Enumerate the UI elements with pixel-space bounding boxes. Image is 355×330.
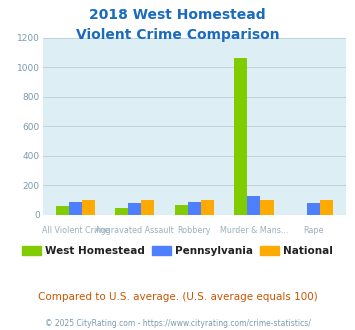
- Bar: [141, 200, 154, 215]
- Bar: [56, 206, 69, 214]
- Bar: [307, 203, 320, 214]
- Bar: [320, 200, 333, 215]
- Text: Rape: Rape: [303, 226, 324, 235]
- Bar: [188, 202, 201, 214]
- Text: 2018 West Homestead: 2018 West Homestead: [89, 8, 266, 22]
- Bar: [234, 58, 247, 214]
- Legend: West Homestead, Pennsylvania, National: West Homestead, Pennsylvania, National: [18, 242, 337, 260]
- Text: © 2025 CityRating.com - https://www.cityrating.com/crime-statistics/: © 2025 CityRating.com - https://www.city…: [45, 319, 310, 328]
- Bar: [247, 196, 261, 214]
- Bar: [69, 202, 82, 214]
- Bar: [175, 205, 188, 215]
- Bar: [201, 200, 214, 215]
- Text: Aggravated Assault: Aggravated Assault: [95, 226, 174, 235]
- Text: Robbery: Robbery: [178, 226, 211, 235]
- Bar: [115, 208, 128, 214]
- Text: Violent Crime Comparison: Violent Crime Comparison: [76, 28, 279, 42]
- Bar: [82, 200, 95, 215]
- Text: Compared to U.S. average. (U.S. average equals 100): Compared to U.S. average. (U.S. average …: [38, 292, 317, 302]
- Bar: [261, 200, 273, 215]
- Text: All Violent Crime: All Violent Crime: [42, 226, 109, 235]
- Text: Murder & Mans...: Murder & Mans...: [220, 226, 288, 235]
- Bar: [128, 203, 141, 214]
